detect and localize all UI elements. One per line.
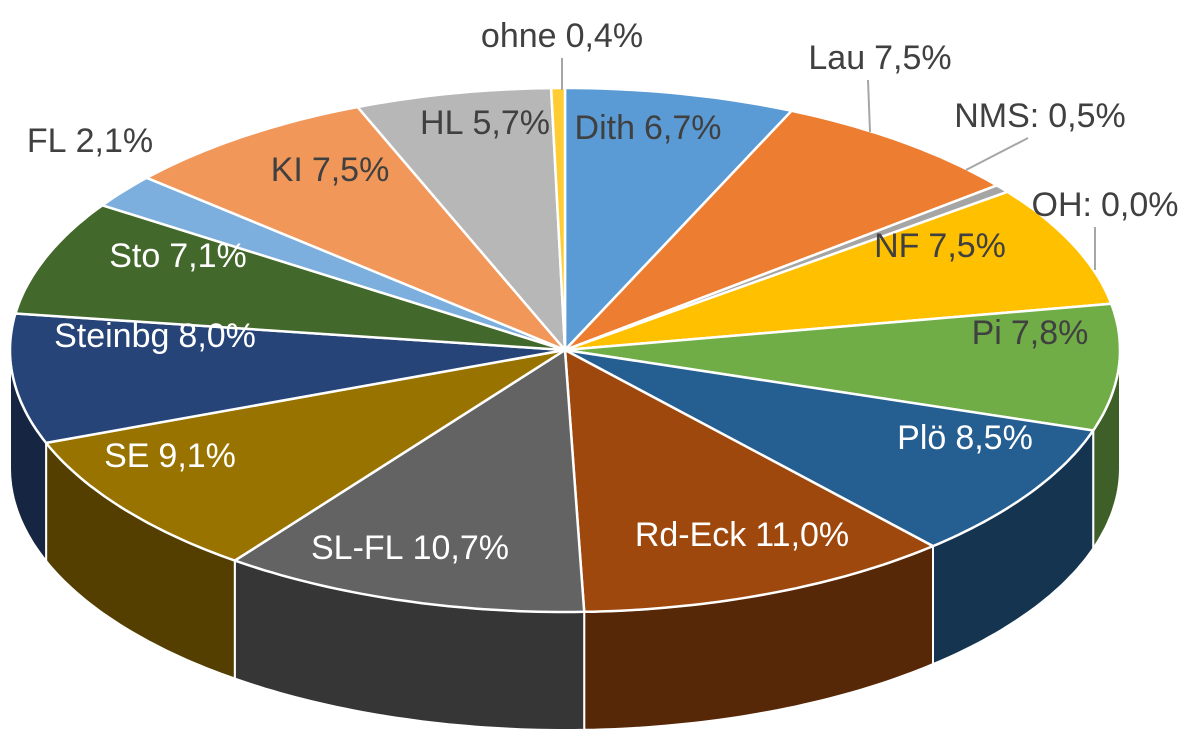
data-label: Sto 7,1% [109, 237, 247, 275]
value-label: 0,0% [1101, 186, 1179, 224]
data-label: Steinbg 8,0% [54, 317, 256, 355]
value-label: 11,0% [755, 516, 849, 554]
category-label: SE [104, 437, 149, 475]
category-label: Plö [897, 419, 946, 457]
slice [563, 302, 1122, 432]
category-label: Lau [808, 39, 865, 77]
value-label: 7,1% [169, 237, 247, 275]
value-label: 2,1% [76, 122, 154, 160]
category-label: KI [271, 151, 303, 189]
category-label: FL [27, 122, 67, 160]
value-label: 7,5% [874, 39, 952, 77]
value-label: 7,5% [928, 227, 1006, 265]
slice [44, 348, 567, 562]
slice [14, 204, 567, 352]
value-label: 8,0% [178, 317, 256, 355]
value-label: 10,7% [413, 529, 509, 567]
category-label: OH: [1032, 186, 1092, 224]
data-label: NF 7,5% [874, 227, 1006, 265]
category-label: Sto [109, 237, 160, 275]
data-label: ohne 0,4% [481, 17, 643, 55]
data-label: Plö 8,5% [897, 419, 1033, 457]
slice [563, 348, 935, 614]
slice [356, 86, 567, 352]
category-label: Pi [972, 314, 1002, 352]
slice [145, 105, 567, 352]
data-label: Dith 6,7% [575, 109, 722, 147]
value-label: 5,7% [472, 104, 550, 142]
value-label: 7,8% [1011, 314, 1089, 352]
data-label: HL 5,7% [420, 104, 550, 142]
category-label: ohne [481, 17, 557, 55]
category-label: SL-FL [311, 529, 404, 567]
data-label: OH: 0,0% [1032, 186, 1179, 224]
category-label: Steinbg [54, 317, 169, 355]
data-label: Pi 7,8% [972, 314, 1089, 352]
data-label: Lau 7,5% [808, 39, 951, 77]
category-label: Dith [575, 109, 635, 147]
slice [101, 176, 567, 352]
slice [549, 86, 567, 352]
category-label: NF [874, 227, 919, 265]
data-label: FL 2,1% [27, 122, 153, 160]
value-label: 8,5% [955, 419, 1033, 457]
data-label: SL-FL 10,7% [311, 529, 509, 567]
slice [563, 109, 998, 352]
leader-line [867, 79, 871, 133]
leader-line [965, 137, 1029, 171]
slice [563, 86, 793, 352]
category-label: NMS: [954, 97, 1039, 135]
value-label: 7,5% [312, 151, 390, 189]
data-label: Rd-Eck 11,0% [635, 516, 849, 554]
data-label: KI 7,5% [271, 151, 390, 189]
category-label: HL [420, 104, 463, 142]
slice [563, 348, 1095, 548]
data-label: SE 9,1% [104, 437, 236, 475]
value-label: 6,7% [644, 109, 722, 147]
slice [233, 348, 586, 614]
value-label: 9,1% [158, 437, 236, 475]
slice [8, 312, 567, 445]
data-label: NMS: 0,5% [954, 97, 1126, 135]
value-label: 0,4% [566, 17, 644, 55]
category-label: Rd-Eck [635, 516, 747, 554]
slice [563, 190, 1113, 352]
value-label: 0,5% [1048, 97, 1126, 135]
